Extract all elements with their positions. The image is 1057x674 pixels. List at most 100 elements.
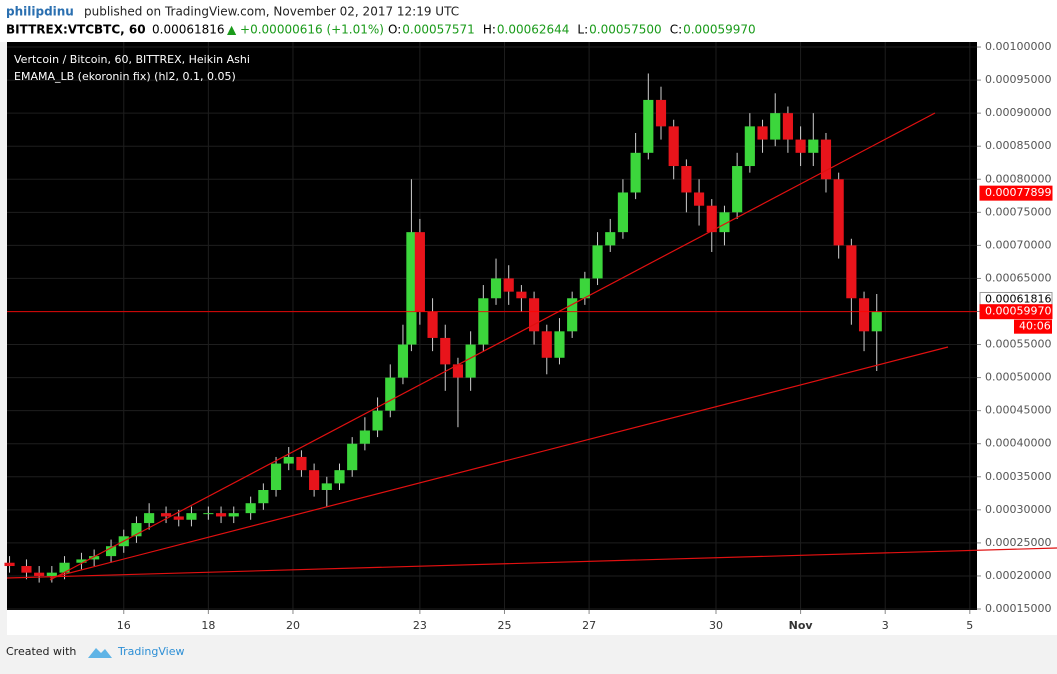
candle-body	[465, 344, 476, 378]
symbol: BITTREX:VTCBTC, 60	[6, 23, 146, 37]
candle-body	[541, 331, 552, 358]
candle-body	[296, 456, 307, 471]
candle-body	[490, 278, 502, 299]
candle-body	[105, 546, 117, 557]
candle-body	[245, 503, 256, 514]
candle-body	[309, 470, 320, 490]
candle-body	[131, 523, 142, 537]
candle-body	[516, 291, 527, 299]
x-tick-label: 18	[201, 619, 215, 632]
candle-body	[795, 139, 806, 153]
y-tick-label: 0.00045000	[985, 404, 1051, 417]
y-tick-label: 0.00065000	[985, 271, 1051, 284]
candle-body	[757, 126, 768, 140]
candle-body	[283, 456, 294, 464]
candle-body	[478, 298, 489, 345]
last-price: 0.00061816	[152, 23, 225, 37]
candle-body	[770, 113, 781, 140]
candle-body	[144, 513, 155, 524]
ohlc-value: 0.00062644	[497, 23, 570, 37]
candle-body	[744, 126, 755, 167]
ohlc-label: C:	[670, 23, 682, 37]
legend-title: Vertcoin / Bitcoin, 60, BITTREX, Heikin …	[14, 53, 250, 66]
y-tick-label: 0.00040000	[985, 437, 1051, 450]
y-tick-label: 0.00095000	[985, 73, 1051, 86]
candle-body	[820, 139, 832, 180]
candle-body	[4, 562, 15, 567]
candle-body	[76, 559, 87, 563]
candle-body	[846, 245, 857, 299]
legend-indicator: EMAMA_LB (ekoronin fix) (hl2, 0.1, 0.05)	[14, 70, 236, 83]
y-tick-label: 0.00020000	[985, 569, 1051, 582]
candle-body	[414, 232, 425, 312]
y-tick-label: 0.00025000	[985, 536, 1051, 549]
price-tag	[979, 304, 1053, 320]
candle-body	[706, 205, 717, 233]
x-tick-label: 20	[286, 619, 300, 632]
plot-bg	[7, 42, 977, 610]
footer-brand[interactable]: TradingView	[117, 645, 184, 658]
candle-body	[655, 99, 667, 127]
candle-body	[782, 113, 793, 140]
candle-body	[427, 311, 438, 338]
change: ▲ +0.00000616 (+1.01%)	[227, 23, 384, 37]
candle-body	[643, 99, 654, 153]
candle-body	[406, 232, 417, 345]
candle-body	[186, 513, 197, 520]
candle-body	[592, 245, 603, 279]
trend-line	[49, 112, 936, 581]
candle-body	[579, 278, 590, 299]
candle-body	[529, 298, 540, 332]
y-tick-label: 0.00080000	[985, 172, 1051, 185]
y-tick-label: 0.00055000	[985, 338, 1051, 351]
price-tag-label: 0.00077899	[985, 186, 1051, 199]
candle-body	[228, 513, 239, 517]
y-tick-label: 0.00100000	[985, 40, 1051, 53]
candle-body	[258, 490, 269, 504]
candle-body	[808, 139, 819, 153]
candle-body	[385, 377, 396, 411]
x-tick-label: 5	[966, 619, 973, 632]
y-tick-label: 0.00090000	[985, 106, 1051, 119]
trend-line	[49, 346, 949, 579]
candle-body	[359, 430, 370, 444]
candle-body	[334, 470, 345, 484]
candle-body	[605, 232, 616, 246]
x-tick-label: 3	[882, 619, 889, 632]
author[interactable]: philipdinu	[6, 5, 74, 19]
candle-body	[630, 152, 641, 193]
candle-body	[693, 192, 705, 206]
price-tag-label: 0.00061816	[985, 292, 1051, 305]
candle-body	[34, 572, 45, 576]
candle-body	[59, 562, 70, 573]
candle-body	[215, 513, 227, 517]
price-tag	[979, 185, 1053, 201]
candle-body	[160, 513, 172, 517]
price-tag-label: 0.00059970	[985, 305, 1051, 318]
candle-body	[719, 212, 730, 233]
candle-body	[858, 298, 870, 332]
y-tick-label: 0.00030000	[985, 503, 1051, 516]
candle-body	[668, 126, 679, 167]
x-tick-label: 16	[117, 619, 131, 632]
footer-created: Created with	[6, 645, 76, 658]
x-tick-label: 30	[709, 619, 723, 632]
x-tick-label: 27	[582, 619, 596, 632]
x-tick-label: 23	[413, 619, 427, 632]
y-tick-label: 0.00075000	[985, 205, 1051, 218]
candle-body	[270, 463, 282, 490]
y-tick-label: 0.00070000	[985, 238, 1051, 251]
candle-body	[833, 179, 844, 246]
trend-line	[6, 547, 1057, 579]
candle-body	[173, 516, 184, 520]
candle-body	[452, 364, 464, 378]
ohlc-label: L:	[577, 23, 588, 37]
ohlc-label: H:	[483, 23, 496, 37]
candle-body	[871, 311, 882, 332]
time-axis-bg	[7, 610, 1057, 635]
ohlc-value: 0.00057500	[589, 23, 662, 37]
candle-body	[321, 483, 332, 490]
published: published on TradingView.com, November 0…	[84, 5, 459, 19]
x-tick-label: 25	[497, 619, 511, 632]
